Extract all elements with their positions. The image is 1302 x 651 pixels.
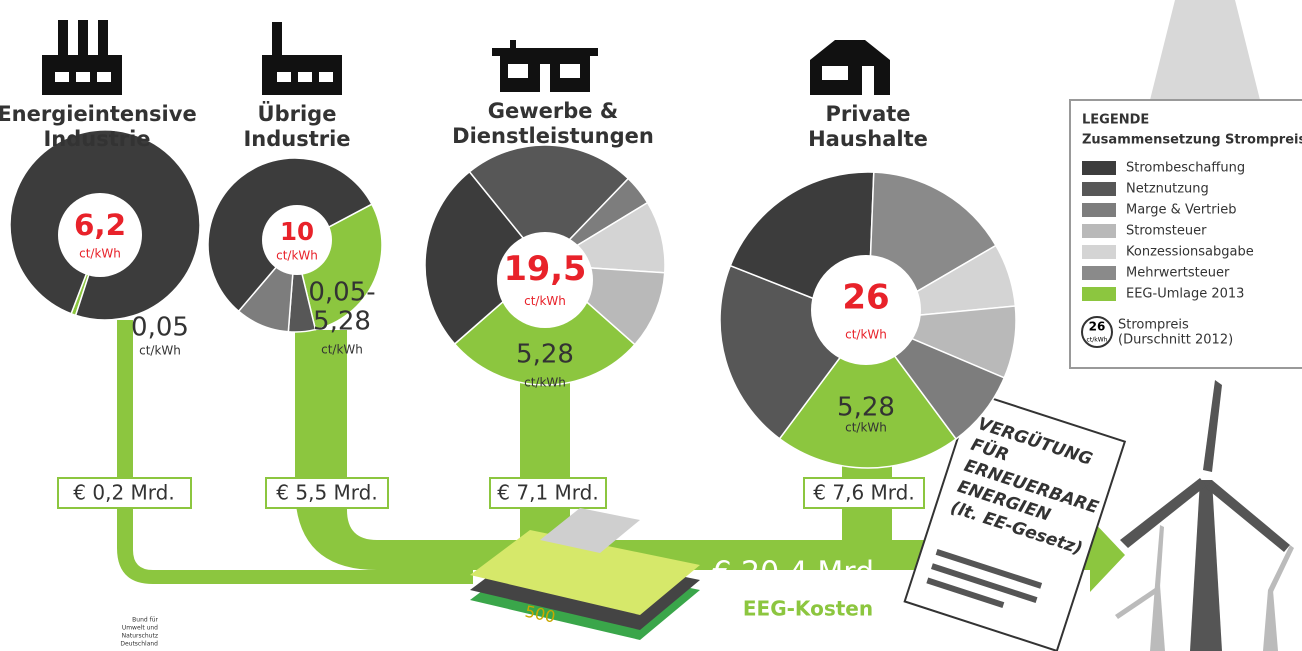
source-text: Umwelt und xyxy=(122,625,158,632)
source-text: Bund für xyxy=(132,617,158,624)
legend-sample-value: 26 xyxy=(1089,320,1106,334)
legend-title: LEGENDE xyxy=(1082,113,1149,128)
group-title: Haushalte xyxy=(808,127,928,151)
source-text: Deutschland xyxy=(120,641,158,648)
amount: € 0,2 Mrd. xyxy=(73,481,174,505)
icon-windows xyxy=(55,64,874,95)
legend-label: Mehrwertsteuer xyxy=(1126,266,1230,281)
legend-label: Stromsteuer xyxy=(1126,224,1207,239)
icons xyxy=(42,20,890,95)
legend-label: Konzessionsabgabe xyxy=(1126,245,1254,260)
legend-subtitle: Zusammensetzung Strompreis xyxy=(1082,133,1302,148)
legend-sample-unit: ct/kWh xyxy=(1087,337,1108,344)
total-unit: ct/kWh xyxy=(276,248,318,262)
legend-swatch xyxy=(1082,161,1116,175)
legend-label: Netznutzung xyxy=(1126,182,1209,197)
total-unit: ct/kWh xyxy=(79,246,121,260)
eeg-label: ct/kWh xyxy=(524,376,566,390)
eeg-label: 0,05 xyxy=(131,313,189,343)
total-price: 26 xyxy=(842,278,889,318)
group-title: Private xyxy=(825,102,910,126)
legend-swatch xyxy=(1082,245,1116,259)
group-title: Energieintensive xyxy=(0,102,197,126)
legend-sample-label: (Durschnitt 2012) xyxy=(1118,333,1233,348)
eeg-label: ct/kWh xyxy=(139,344,181,358)
amount: € 7,6 Mrd. xyxy=(813,481,914,505)
eeg-label: 0,05- xyxy=(308,278,375,308)
legend-label: Strombeschaffung xyxy=(1126,161,1245,176)
total-price: 19,5 xyxy=(504,249,587,288)
group-title: Industrie xyxy=(243,127,350,151)
total-price: 6,2 xyxy=(74,208,126,242)
legend-swatch xyxy=(1082,287,1116,301)
legend-label: Marge & Vertrieb xyxy=(1126,203,1236,218)
group-title: Dienstleistungen xyxy=(452,124,654,148)
total-unit: ct/kWh xyxy=(845,327,887,341)
legend-label: EEG-Umlage 2013 xyxy=(1126,287,1244,302)
amount: € 7,1 Mrd. xyxy=(497,481,598,505)
amount: € 5,5 Mrd. xyxy=(276,481,377,505)
eeg-label: 5,28 xyxy=(837,393,895,423)
legend-swatch xyxy=(1082,224,1116,238)
group-title: Gewerbe & xyxy=(488,99,618,123)
legend-swatch xyxy=(1082,203,1116,217)
group-title: Industrie xyxy=(43,127,150,151)
eeg-label: 5,28 xyxy=(313,307,371,337)
group-title: Übrige xyxy=(258,101,337,126)
total-amount: € 20,4 Mrd. xyxy=(712,556,883,591)
pylon xyxy=(1150,0,1260,100)
legend-swatch xyxy=(1082,182,1116,196)
infographic: 500 € 20,4 Mrd. EEG-Kosten VERGÜTUNGFÜRE… xyxy=(0,0,1302,651)
eeg-label: 5,28 xyxy=(516,340,574,370)
wind-turbine xyxy=(1120,380,1290,651)
banknotes: 500 xyxy=(470,508,700,640)
legend-sample-label: Strompreis xyxy=(1118,318,1189,333)
total-unit: ct/kWh xyxy=(524,294,566,308)
total-price: 10 xyxy=(280,217,314,246)
eeg-label: ct/kWh xyxy=(321,343,363,357)
total-label: EEG-Kosten xyxy=(743,597,873,621)
legend-swatch xyxy=(1082,266,1116,280)
source-text: Naturschutz xyxy=(122,633,158,640)
eeg-label: ct/kWh xyxy=(845,421,887,435)
amount-boxes xyxy=(58,478,924,508)
